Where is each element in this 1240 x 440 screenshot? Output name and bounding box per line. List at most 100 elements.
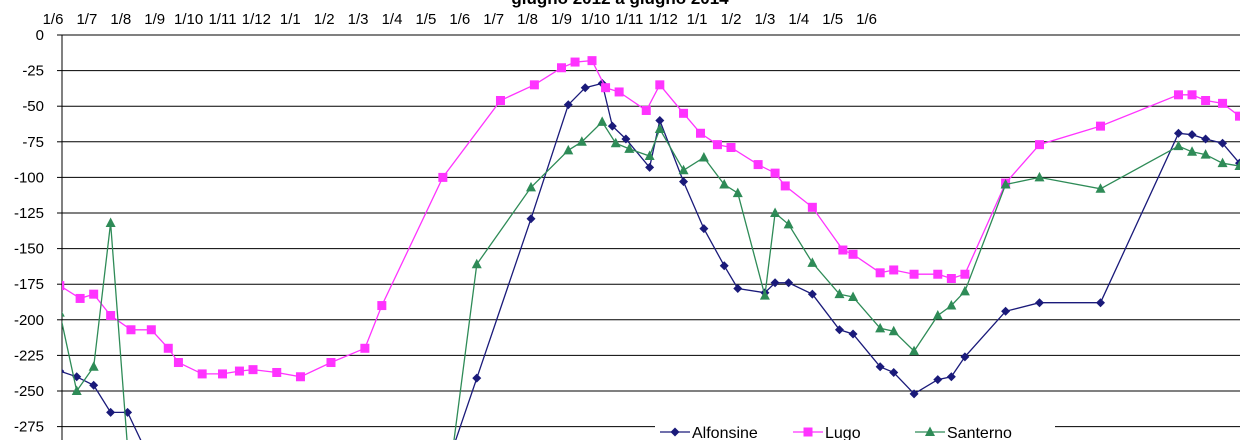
data-point	[783, 218, 794, 229]
data-point	[88, 361, 99, 371]
data-point	[106, 407, 116, 417]
data-point	[875, 362, 885, 372]
x-tick-label: 1/11	[208, 11, 236, 28]
data-point	[1201, 96, 1211, 106]
data-point	[1200, 149, 1211, 159]
data-point	[644, 150, 655, 161]
data-point	[834, 288, 845, 299]
data-point	[807, 257, 818, 267]
x-tick-label: 1/7	[483, 11, 504, 28]
data-point	[1173, 90, 1183, 100]
data-point	[1001, 306, 1011, 316]
x-tick-label: 1/3	[754, 11, 775, 28]
x-tick-label: 1/6	[856, 11, 877, 28]
data-point	[557, 63, 566, 73]
legend-item-alfonsine: Alfonsine	[660, 425, 758, 440]
data-point	[62, 311, 65, 317]
data-point	[621, 134, 631, 144]
data-point	[1217, 157, 1228, 168]
y-tick-label: -125	[14, 205, 44, 222]
data-point	[438, 172, 448, 182]
data-point	[655, 115, 665, 125]
data-point	[733, 283, 743, 293]
data-point	[848, 249, 858, 259]
data-point	[146, 325, 156, 335]
data-point	[807, 289, 817, 299]
data-point	[719, 179, 730, 189]
x-tick-label: 1/1	[280, 11, 301, 28]
data-point	[960, 352, 970, 362]
data-point	[770, 168, 780, 178]
x-tick-label: 1/12	[242, 11, 271, 28]
data-point	[624, 143, 635, 153]
x-tick-label: 1/11	[615, 11, 643, 28]
data-point	[784, 278, 794, 288]
data-point	[173, 358, 183, 368]
data-point	[106, 311, 116, 321]
data-point	[1096, 298, 1106, 308]
data-point	[679, 177, 689, 187]
data-point	[525, 181, 536, 192]
data-point	[770, 207, 781, 217]
data-point	[909, 345, 920, 356]
data-point	[62, 281, 65, 291]
data-point	[1187, 90, 1197, 100]
data-point	[89, 289, 99, 299]
data-point	[601, 83, 611, 93]
legend-background	[655, 423, 1055, 440]
x-tick-label: 1/10	[581, 11, 610, 28]
data-point	[610, 137, 621, 148]
data-point	[645, 162, 655, 172]
data-point	[105, 217, 116, 227]
legend-label: Alfonsine	[692, 425, 758, 440]
data-point	[654, 123, 665, 133]
data-point	[1173, 140, 1184, 151]
data-point	[607, 121, 617, 131]
x-tick-label: 1/8	[517, 11, 538, 28]
data-point	[1218, 98, 1228, 108]
data-point	[679, 108, 689, 118]
x-tick-label: 1/9	[144, 11, 165, 28]
data-point	[909, 389, 919, 399]
x-tick-label: 1/1	[687, 11, 708, 28]
data-point	[933, 375, 943, 385]
x-tick-label: 1/2	[314, 11, 335, 28]
data-point	[45, 297, 55, 307]
data-point	[614, 87, 624, 97]
data-point	[1034, 298, 1044, 308]
data-point	[1187, 146, 1198, 156]
data-point	[780, 181, 790, 191]
y-tick-label: -150	[14, 241, 44, 258]
data-point	[807, 202, 817, 212]
data-point	[563, 144, 574, 155]
x-tick-label: 1/5	[415, 11, 436, 28]
data-point	[909, 269, 919, 279]
x-tick-label: 1/5	[822, 11, 843, 28]
y-tick-label: -250	[14, 383, 44, 400]
data-point	[576, 136, 587, 146]
data-point	[1034, 140, 1044, 150]
legend-marker	[925, 426, 935, 436]
x-tick-label: 1/7	[76, 11, 97, 28]
data-point	[726, 142, 736, 152]
legend-marker	[670, 427, 680, 437]
data-point	[875, 268, 885, 278]
data-point	[75, 293, 85, 303]
x-tick-label: 1/6	[43, 11, 64, 28]
y-tick-label: -100	[14, 169, 44, 186]
x-tick-label: 1/12	[649, 11, 678, 28]
data-point	[641, 105, 651, 115]
data-point	[126, 325, 136, 335]
data-point	[695, 128, 705, 138]
data-point	[960, 269, 970, 279]
data-point	[1235, 111, 1240, 121]
data-point	[719, 261, 729, 271]
data-point	[360, 343, 370, 353]
x-axis: 1/6 1/7 1/8 1/9 1/10 1/11 1/12 1/1 1/2 1/3 1/4 1/5 1…	[43, 11, 877, 28]
x-tick-label: 1/4	[788, 11, 809, 28]
data-point	[848, 329, 858, 339]
data-point	[1000, 179, 1011, 189]
data-point	[71, 385, 82, 395]
data-point	[580, 83, 590, 93]
